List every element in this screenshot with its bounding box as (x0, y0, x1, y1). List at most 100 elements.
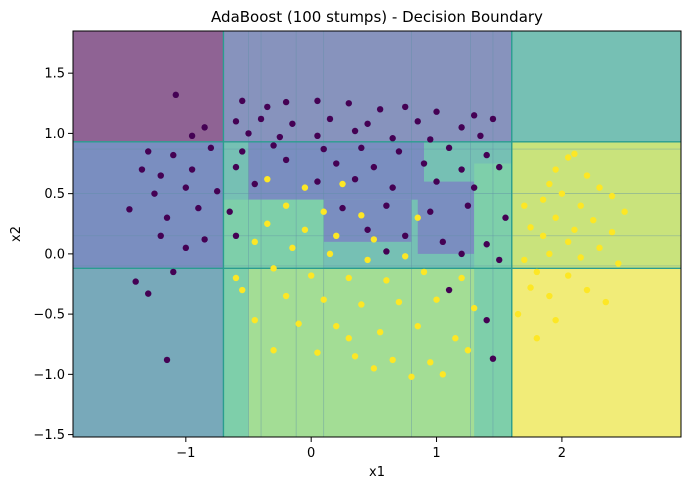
point-1-54 (239, 286, 246, 294)
point-0-77 (132, 278, 139, 285)
point-0-16 (414, 118, 421, 125)
y-tick-label-0: −1.5 (33, 428, 65, 443)
point-1-10 (521, 202, 528, 209)
point-1-40 (301, 226, 309, 233)
point-1-38 (358, 212, 365, 219)
point-1-53 (458, 274, 465, 282)
region-8 (511, 268, 681, 437)
point-1-9 (577, 202, 584, 209)
x-tick-label-0: −1 (176, 446, 195, 461)
point-1-66 (452, 335, 459, 342)
point-0-41 (282, 156, 290, 164)
point-1-44 (289, 244, 296, 252)
point-1-30 (514, 310, 522, 318)
point-1-68 (314, 349, 321, 356)
chart-title: AdaBoost (100 stumps) - Decision Boundar… (211, 8, 543, 26)
point-0-76 (496, 256, 503, 264)
point-0-11 (232, 118, 240, 125)
point-1-51 (383, 277, 390, 284)
point-0-43 (370, 163, 378, 171)
point-1-48 (270, 265, 277, 272)
point-0-1 (239, 97, 246, 105)
point-1-46 (364, 256, 371, 264)
point-0-78 (145, 290, 152, 297)
point-1-36 (282, 202, 290, 209)
point-1-73 (370, 365, 378, 372)
point-1-17 (539, 232, 547, 240)
point-0-80 (483, 316, 490, 324)
point-1-11 (621, 208, 628, 215)
point-0-28 (170, 151, 177, 159)
point-0-25 (427, 136, 434, 143)
point-1-57 (358, 301, 365, 308)
point-1-49 (307, 272, 315, 279)
point-0-79 (445, 286, 453, 294)
minor-stump-lines (73, 31, 681, 437)
point-0-14 (326, 115, 334, 123)
point-0-61 (383, 202, 390, 209)
x-axis-label: x1 (369, 465, 385, 480)
point-1-76 (345, 335, 352, 342)
point-0-22 (314, 132, 321, 140)
point-0-38 (157, 172, 164, 179)
point-0-40 (232, 163, 240, 171)
point-1-52 (420, 268, 428, 276)
point-0-82 (489, 355, 497, 362)
point-1-8 (539, 196, 547, 203)
point-1-59 (433, 296, 440, 303)
point-0-75 (170, 268, 177, 276)
point-0-54 (433, 178, 440, 185)
point-0-56 (126, 206, 133, 213)
point-0-3 (282, 98, 290, 106)
point-0-69 (402, 232, 409, 240)
point-1-19 (596, 244, 603, 252)
point-0-31 (270, 142, 277, 149)
point-1-18 (564, 238, 572, 246)
point-0-57 (163, 214, 171, 221)
point-0-63 (464, 202, 472, 209)
point-1-24 (533, 268, 541, 276)
point-0-15 (364, 120, 371, 127)
point-1-1 (564, 154, 572, 161)
point-1-55 (282, 292, 290, 300)
point-0-7 (402, 103, 409, 111)
y-tick-label-2: −0.5 (33, 308, 65, 323)
point-1-77 (232, 274, 240, 282)
point-1-78 (414, 214, 421, 221)
point-0-73 (383, 248, 390, 255)
point-1-37 (320, 208, 327, 215)
region-2 (511, 31, 681, 142)
region-3 (73, 141, 224, 269)
point-0-65 (157, 232, 164, 240)
point-0-8 (433, 108, 440, 115)
point-0-62 (427, 208, 434, 215)
y-tick-label-4: 0.5 (44, 187, 65, 202)
point-0-64 (502, 214, 509, 221)
point-1-12 (552, 214, 559, 221)
point-0-45 (458, 166, 465, 173)
point-0-48 (182, 184, 190, 191)
point-1-0 (571, 150, 578, 158)
point-1-15 (571, 226, 578, 233)
point-1-39 (264, 220, 271, 227)
point-1-33 (264, 175, 271, 183)
point-1-67 (270, 347, 277, 354)
point-0-68 (364, 226, 371, 233)
point-1-27 (583, 286, 591, 294)
point-0-9 (470, 112, 478, 119)
point-1-72 (464, 347, 472, 354)
point-1-58 (395, 298, 403, 306)
plot-frame (72, 30, 682, 438)
x-tick-label-1: 0 (307, 446, 315, 461)
point-1-45 (326, 250, 334, 258)
y-tick-label-3: 0.0 (44, 247, 65, 262)
point-1-32 (533, 335, 541, 342)
point-0-2 (264, 103, 271, 111)
point-1-13 (590, 216, 597, 224)
point-0-0 (172, 91, 179, 99)
point-1-5 (596, 184, 603, 191)
point-1-2 (552, 166, 559, 173)
point-0-30 (239, 148, 246, 155)
point-1-50 (345, 274, 352, 282)
region-0 (73, 31, 224, 142)
